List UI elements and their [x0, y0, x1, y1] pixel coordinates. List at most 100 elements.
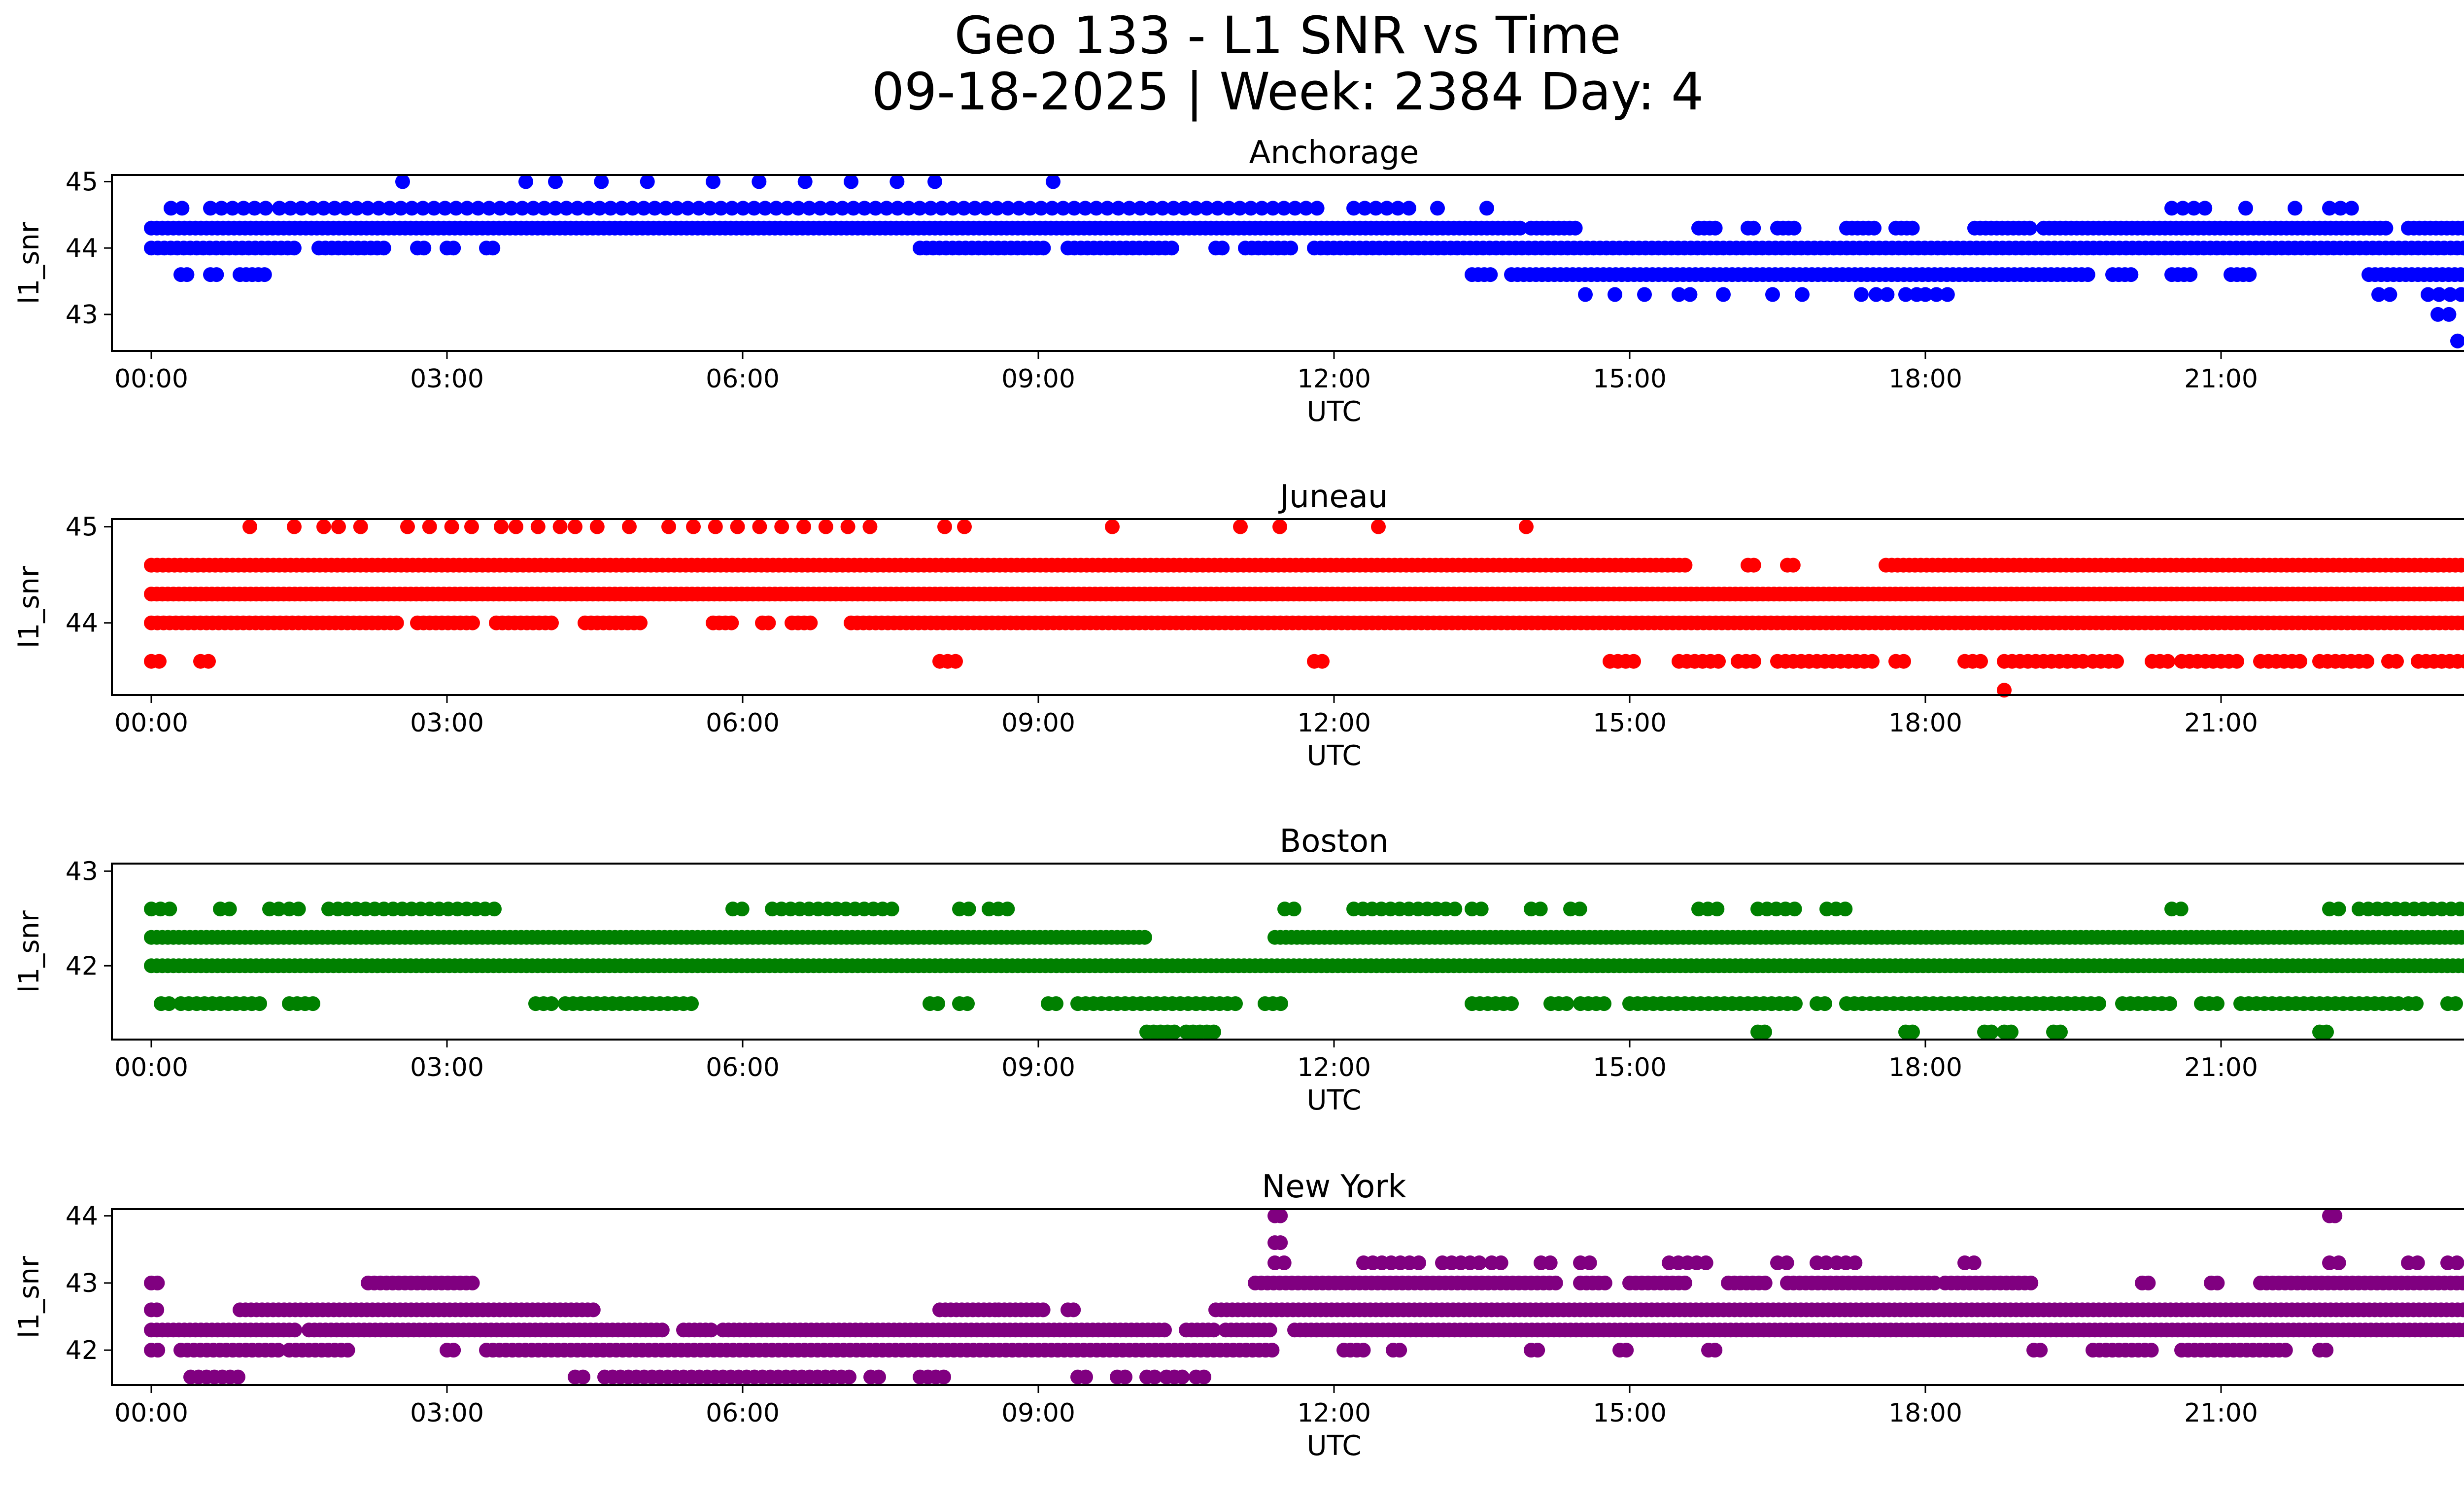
data-point	[1473, 902, 1489, 917]
data-point	[1865, 654, 1880, 669]
data-point	[327, 201, 342, 216]
data-point	[724, 615, 739, 630]
data-point	[990, 201, 1004, 216]
data-point	[1682, 287, 1698, 302]
scatter-points	[144, 519, 2464, 698]
data-point	[1817, 996, 1832, 1011]
data-point	[1033, 201, 1049, 216]
data-point	[1089, 201, 1104, 216]
data-point	[844, 174, 858, 189]
data-point	[614, 201, 629, 216]
data-point	[1472, 1255, 1487, 1270]
data-point	[559, 201, 574, 216]
data-point	[1157, 1322, 1172, 1338]
data-point	[258, 201, 273, 216]
data-point	[222, 902, 237, 917]
data-point	[2441, 307, 2457, 322]
data-point	[1368, 201, 1383, 216]
data-point	[1111, 201, 1126, 216]
x-tick-label: 21:00	[2184, 1053, 2258, 1082]
data-point	[518, 174, 533, 189]
x-tick-label: 12:00	[1297, 1398, 1371, 1428]
x-axis: 00:00 03:00 06:00 09:00 12:00 15:00 18:00 21:00…	[114, 351, 2258, 428]
data-point	[945, 201, 960, 216]
data-point	[1356, 1343, 1371, 1358]
data-point	[978, 201, 993, 216]
data-point	[1137, 930, 1152, 945]
data-point	[509, 519, 523, 534]
data-point	[316, 519, 331, 534]
data-point	[2360, 654, 2374, 669]
data-point	[684, 996, 699, 1011]
data-point	[1504, 996, 1519, 1011]
data-point	[890, 174, 905, 189]
data-point	[2322, 201, 2337, 216]
data-point	[730, 519, 745, 534]
data-point	[2462, 589, 2464, 599]
data-point	[790, 201, 806, 216]
y-tick-label: 44	[66, 609, 98, 638]
data-point	[1167, 1024, 1182, 1040]
data-point	[1166, 201, 1181, 216]
data-point	[331, 519, 346, 534]
data-point	[1512, 220, 1528, 236]
data-point	[2371, 287, 2386, 302]
data-point	[2462, 961, 2464, 971]
data-point	[1056, 201, 1071, 216]
data-point	[2242, 267, 2257, 282]
data-point	[661, 519, 676, 534]
data-point	[438, 201, 452, 216]
data-point	[1838, 902, 1853, 917]
x-tick-label: 06:00	[706, 1053, 780, 1082]
x-tick-label: 15:00	[1593, 364, 1667, 394]
data-point	[1711, 654, 1726, 669]
data-point	[353, 519, 368, 534]
x-tick-label: 18:00	[1888, 364, 1962, 394]
data-point	[287, 1322, 303, 1338]
data-point	[1309, 201, 1325, 216]
data-point	[2456, 587, 2464, 602]
data-point	[1228, 996, 1243, 1011]
data-point	[1626, 654, 1641, 669]
data-point	[2409, 996, 2424, 1011]
data-point	[1430, 201, 1445, 216]
data-point	[150, 1275, 165, 1290]
data-point	[1175, 1369, 1190, 1385]
data-point	[1779, 1255, 1794, 1270]
data-point	[797, 174, 813, 189]
data-point	[416, 241, 432, 256]
data-point	[1272, 519, 1287, 534]
data-point	[1299, 201, 1314, 216]
data-point	[487, 902, 502, 917]
data-point	[568, 519, 582, 534]
x-axis-label: UTC	[1306, 1430, 1361, 1462]
data-point	[2141, 1275, 2156, 1290]
data-point	[149, 1302, 165, 1318]
data-point	[1479, 201, 1494, 216]
data-point	[570, 201, 585, 216]
x-tick-label: 09:00	[1001, 1398, 1075, 1428]
data-point	[2173, 902, 2189, 917]
data-point	[669, 201, 684, 216]
data-point	[1155, 201, 1170, 216]
data-point	[780, 201, 795, 216]
x-tick-label: 18:00	[1888, 1398, 1962, 1428]
data-point	[796, 519, 811, 534]
data-point	[1880, 287, 1895, 302]
data-point	[654, 1322, 670, 1338]
data-point	[2331, 902, 2346, 917]
data-point	[1254, 201, 1269, 216]
data-point	[1164, 241, 1179, 256]
data-point	[2183, 267, 2198, 282]
data-point	[1197, 1369, 1211, 1385]
data-point	[426, 201, 442, 216]
x-tick-label: 03:00	[410, 1053, 484, 1082]
data-point	[2319, 1024, 2334, 1040]
data-point	[465, 615, 480, 630]
data-point	[1530, 1343, 1545, 1358]
data-point	[594, 174, 609, 189]
x-tick-label: 00:00	[114, 1053, 188, 1082]
data-point	[625, 201, 640, 216]
data-point	[1105, 519, 1120, 534]
